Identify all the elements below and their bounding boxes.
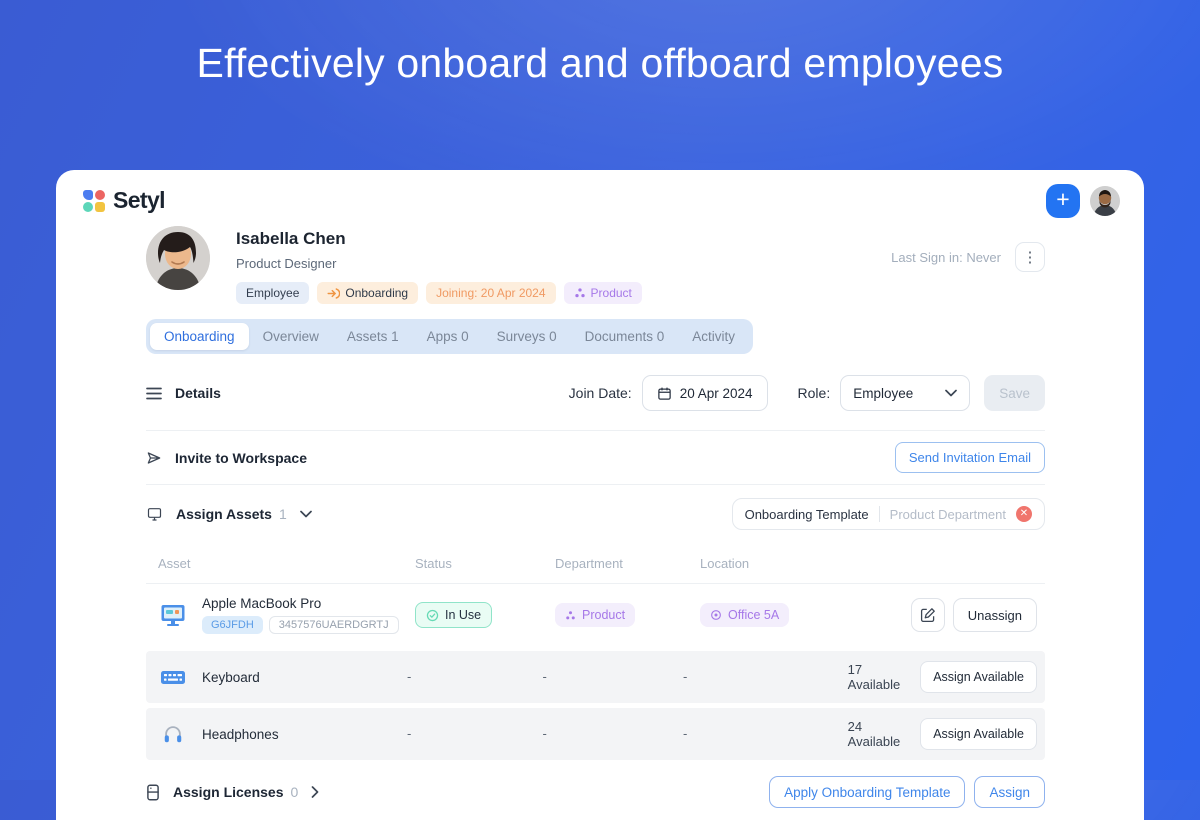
availability-count: 17 Available: [847, 662, 901, 692]
employee-job-title: Product Designer: [236, 256, 337, 271]
join-date-input[interactable]: 20 Apr 2024: [641, 375, 768, 411]
status-empty: -: [406, 726, 412, 741]
asset-name[interactable]: Apple MacBook Pro: [202, 596, 322, 611]
department-pill: Product: [555, 603, 636, 627]
department-empty: -: [542, 726, 547, 741]
assign-assets-count: 1: [278, 506, 287, 522]
setyl-logo-icon: [83, 189, 105, 212]
column-header-location: Location: [700, 556, 750, 571]
column-header-department: Department: [555, 556, 623, 571]
chevron-down-icon: [945, 389, 958, 397]
details-section: Details Join Date: 20 Apr 2024 Role: Emp…: [146, 375, 1045, 431]
laptop-icon: [161, 604, 185, 626]
app-window: Setyl +: [56, 170, 1144, 820]
location-empty: -: [683, 726, 688, 741]
user-avatar-image: [1090, 185, 1120, 216]
profile-menu-button[interactable]: ⋮: [1015, 242, 1045, 272]
remove-template-icon[interactable]: ✕: [1016, 506, 1032, 522]
invite-section: Invite to Workspace Send Invitation Emai…: [146, 431, 1045, 485]
brand-name: Setyl: [113, 187, 166, 213]
role-select[interactable]: Employee: [840, 375, 971, 411]
employee-role-badge: Employee: [236, 282, 310, 304]
employee-profile-header: Isabella Chen Product Designer Employee …: [56, 218, 1144, 304]
check-circle-icon: [426, 609, 439, 621]
tab-overview[interactable]: Overview: [262, 329, 319, 344]
expand-chevron-icon[interactable]: [311, 786, 319, 798]
join-date-label: Join Date:: [568, 385, 632, 401]
apply-onboarding-template-button[interactable]: Apply Onboarding Template: [769, 776, 966, 808]
template-pill-label: Onboarding Template: [744, 506, 869, 522]
joining-date-badge: Joining: 20 Apr 2024: [426, 282, 556, 304]
asset-serial-badge: 3457576UAERDGRTJ: [268, 616, 399, 634]
column-header-status: Status: [415, 556, 452, 571]
table-row-macbook: Apple MacBook Pro G6JFDH 3457576UAERDGRT…: [146, 584, 1045, 646]
headphones-icon: [164, 726, 182, 743]
save-button[interactable]: Save: [984, 375, 1045, 411]
invite-title: Invite to Workspace: [175, 449, 308, 466]
onboarding-status-badge: Onboarding: [317, 282, 419, 304]
details-list-icon: [146, 387, 162, 399]
status-empty: -: [406, 669, 412, 684]
assign-licenses-section: Assign Licenses 0 Apply Onboarding Templ…: [146, 762, 1045, 820]
table-row-headphones: Headphones - - - 24 Available Assign Ava…: [146, 708, 1045, 760]
setyl-logo[interactable]: Setyl: [83, 187, 166, 214]
user-avatar[interactable]: [1090, 185, 1120, 216]
tab-documents[interactable]: Documents 0: [584, 329, 665, 344]
asset-tag-badge: G6JFDH: [202, 616, 263, 634]
tab-onboarding[interactable]: Onboarding: [150, 323, 249, 350]
keyboard-icon: [161, 671, 185, 684]
status-pill-in-use: In Use: [415, 602, 493, 628]
employee-name: Isabella Chen: [236, 229, 346, 248]
assign-assets-title: Assign Assets: [176, 506, 272, 522]
edit-icon: [920, 608, 935, 623]
unassign-button[interactable]: Unassign: [952, 598, 1037, 632]
asset-name[interactable]: Keyboard: [202, 669, 260, 685]
app-topbar: Setyl +: [56, 170, 1144, 218]
location-pill: Office 5A: [700, 603, 790, 627]
assign-available-button[interactable]: Assign Available: [920, 718, 1037, 750]
onboarding-arrow-icon: [327, 287, 341, 299]
table-row-keyboard: Keyboard - - - 17 Available Assign Avail…: [146, 651, 1045, 703]
collapse-chevron-icon[interactable]: [299, 510, 312, 518]
asset-name[interactable]: Headphones: [202, 726, 279, 742]
assign-available-button[interactable]: Assign Available: [920, 661, 1037, 693]
profile-tabs: Onboarding Overview Assets 1 Apps 0 Surv…: [146, 319, 753, 354]
last-sign-in-label: Last Sign in: Never: [891, 249, 1001, 265]
tab-assets[interactable]: Assets 1: [346, 329, 399, 344]
tab-apps[interactable]: Apps 0: [426, 329, 469, 344]
employee-avatar: [146, 226, 210, 290]
onboarding-template-pill: Onboarding Template Product Department ✕: [731, 498, 1045, 530]
department-empty: -: [542, 669, 547, 684]
assign-licenses-count: 0: [290, 784, 299, 800]
availability-count: 24 Available: [847, 719, 901, 749]
role-label: Role:: [797, 385, 831, 401]
template-pill-value: Product Department: [889, 506, 1006, 522]
department-icon: [574, 288, 585, 298]
department-badge: Product: [563, 282, 642, 304]
add-button[interactable]: +: [1046, 183, 1080, 218]
assign-button[interactable]: Assign: [974, 776, 1045, 808]
banner-title: Effectively onboard and offboard employe…: [196, 40, 1004, 86]
edit-asset-button[interactable]: [910, 598, 945, 632]
location-empty: -: [683, 669, 688, 684]
department-icon: [566, 610, 575, 619]
send-invitation-email-button[interactable]: Send Invitation Email: [894, 442, 1045, 473]
template-pill-divider: [878, 506, 880, 522]
column-header-asset: Asset: [158, 556, 191, 571]
tab-activity[interactable]: Activity: [692, 329, 735, 344]
monitor-icon: [147, 508, 162, 521]
send-icon: [147, 451, 161, 464]
assign-licenses-title: Assign Licenses: [173, 784, 284, 800]
tab-surveys[interactable]: Surveys 0: [496, 329, 557, 344]
assets-table-header: Asset Status Department Location: [146, 548, 1045, 584]
location-icon: [711, 610, 721, 620]
details-title: Details: [175, 385, 221, 401]
calendar-icon: [657, 387, 671, 400]
employee-badges: Employee Onboarding Joining: 20 Apr 2024…: [236, 282, 642, 304]
assign-assets-section: Assign Assets 1 Onboarding Template Prod…: [146, 485, 1045, 548]
licenses-icon: [147, 784, 159, 800]
